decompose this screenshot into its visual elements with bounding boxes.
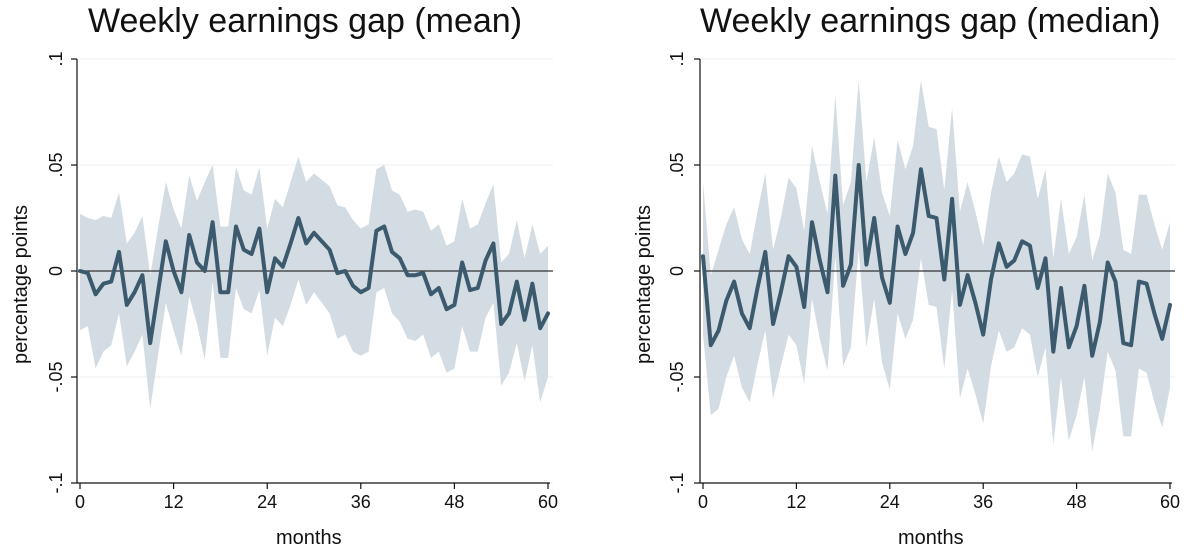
y-tick-label: -.1 [46,472,66,493]
x-tick-label: 12 [164,492,184,512]
y-tick-label: .05 [667,152,687,177]
x-tick-label: 24 [257,492,277,512]
x-tick-label: 0 [698,492,708,512]
confidence-band [80,156,548,409]
x-tick-label: 24 [880,492,900,512]
chart-title: Weekly earnings gap (median) [700,2,1161,40]
x-tick-label: 48 [1067,492,1087,512]
x-axis-label: months [898,527,964,549]
x-tick-label: 60 [538,492,558,512]
y-tick-label: -.05 [46,361,66,392]
series-line [78,216,550,346]
x-tick-label: 60 [1160,492,1180,512]
plot-area: -.1 -.05 0 .05 .1 0 12 24 36 48 60 [46,51,558,512]
x-tick-label: 36 [351,492,371,512]
x-tick-label: 36 [973,492,993,512]
x-axis-label: months [276,527,342,549]
confidence-band [703,80,1170,452]
series-line [701,163,1172,358]
y-tick-label: 0 [46,266,66,276]
x-tick-label: 12 [786,492,806,512]
chart-panel-mean: Weekly earnings gap (mean) percentage po… [10,2,558,549]
y-tick-label: .1 [46,51,66,66]
y-tick-label: -.05 [667,361,687,392]
y-tick-label: -.1 [667,472,687,493]
plot-area: -.1 -.05 0 .05 .1 0 12 24 36 48 60 [667,51,1180,512]
chart-title: Weekly earnings gap (mean) [88,2,523,40]
y-tick-label: .05 [46,152,66,177]
x-tick-label: 0 [75,492,85,512]
y-tick-label: 0 [667,266,687,276]
y-tick-label: .1 [667,51,687,66]
chart-panel-median: Weekly earnings gap (median) percentage … [601,0,1202,554]
x-tick-label: 48 [444,492,464,512]
